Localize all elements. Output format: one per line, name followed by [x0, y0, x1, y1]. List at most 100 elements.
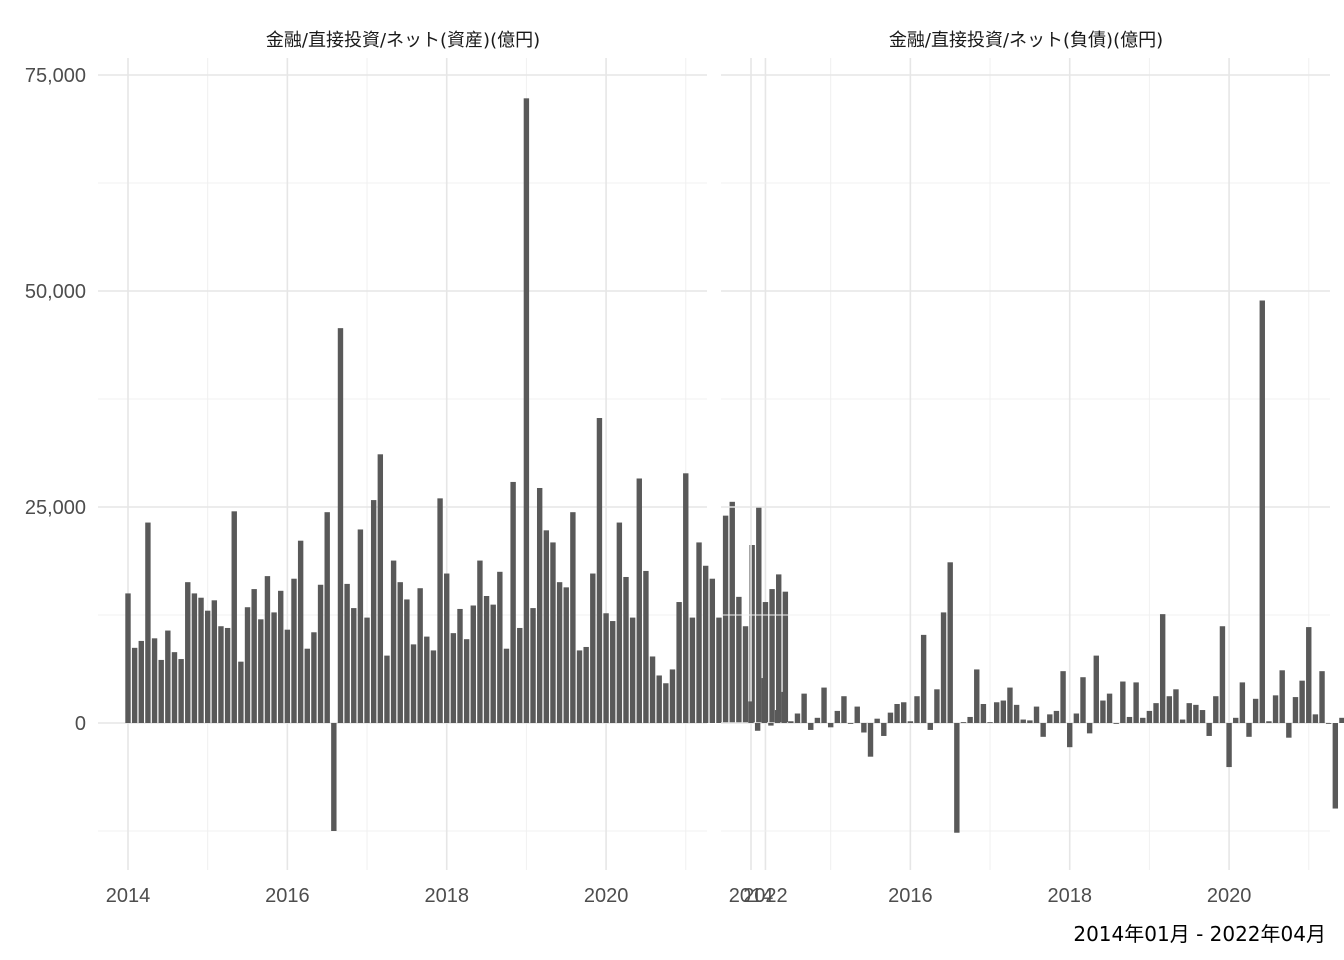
bar — [483, 595, 490, 723]
bar — [1306, 627, 1312, 723]
x-tick-label: 2018 — [1047, 885, 1092, 907]
bar — [808, 723, 814, 730]
bar — [1239, 682, 1246, 723]
bar — [317, 584, 324, 723]
bar — [1093, 655, 1099, 723]
bar — [1219, 626, 1226, 723]
liability-panel: 金融/直接投資/ネット(負債)(億円) 2014 2016 2018 2020 2022 — [721, 30, 1344, 907]
bar — [570, 512, 576, 723]
bar — [748, 701, 754, 723]
bar — [1007, 687, 1013, 723]
bar — [550, 542, 556, 723]
bar — [821, 687, 827, 723]
bar — [470, 605, 476, 723]
bar — [1312, 714, 1319, 723]
bar — [722, 515, 729, 723]
bar — [1000, 700, 1007, 723]
bar — [1173, 689, 1179, 723]
asset-panel: 金融/直接投資/ネット(資産)(億円) 025,00050,00075,000 … — [25, 30, 789, 907]
bar — [410, 644, 417, 723]
bar — [151, 638, 158, 723]
bar — [947, 562, 953, 723]
bar — [1073, 713, 1080, 723]
bar — [1272, 695, 1279, 723]
bar — [178, 659, 184, 723]
bar — [867, 723, 874, 757]
bar — [1325, 723, 1332, 724]
bar — [974, 669, 980, 723]
bar — [1266, 721, 1272, 723]
bar — [457, 608, 463, 723]
bar — [510, 481, 516, 723]
bar — [742, 626, 749, 723]
bar — [616, 522, 623, 723]
bar — [271, 612, 277, 723]
bar — [643, 570, 649, 723]
bar — [1047, 714, 1053, 723]
liability-panel-x-tick-labels: 2014 2016 2018 2020 2022 — [729, 885, 1252, 907]
bar — [437, 498, 443, 723]
bar — [224, 627, 231, 723]
bar — [563, 587, 569, 723]
bar — [801, 693, 807, 723]
bar — [1206, 723, 1212, 736]
bar — [887, 712, 894, 723]
y-tick-label: 50,000 — [25, 281, 86, 303]
bar — [185, 582, 191, 723]
bar — [914, 696, 920, 723]
bar — [861, 723, 867, 733]
bar — [794, 713, 801, 723]
asset-panel-x-tick-labels: 2014 2016 2018 2020 2022 — [106, 885, 788, 907]
bar — [1146, 710, 1153, 723]
bar — [1213, 696, 1219, 723]
bar — [954, 723, 960, 833]
bar — [636, 478, 642, 723]
bar — [927, 723, 933, 730]
bar — [1100, 700, 1106, 723]
bar — [397, 582, 403, 723]
bar — [629, 617, 636, 723]
bar — [761, 678, 767, 723]
bar — [304, 648, 310, 723]
bar — [331, 723, 337, 831]
bar — [384, 655, 390, 723]
bar — [1233, 717, 1239, 723]
bar — [364, 617, 370, 723]
bar — [1259, 300, 1265, 723]
bar — [649, 656, 656, 723]
bar — [297, 540, 304, 723]
x-tick-label: 2014 — [729, 885, 774, 907]
bar — [145, 522, 151, 723]
bar — [774, 710, 781, 723]
bar — [291, 578, 297, 723]
bar — [1053, 710, 1060, 723]
bar — [1299, 680, 1305, 723]
bar — [716, 617, 722, 723]
bar — [377, 454, 384, 723]
bar — [1186, 703, 1192, 723]
bar — [934, 689, 940, 723]
bar — [576, 650, 583, 723]
bar — [749, 545, 755, 723]
bar — [610, 621, 616, 723]
bar — [1067, 723, 1073, 748]
bar — [596, 418, 603, 723]
bar — [603, 613, 609, 723]
bar — [477, 560, 483, 723]
bar — [417, 588, 423, 723]
bar — [351, 608, 357, 723]
bar — [1166, 696, 1173, 723]
bar — [894, 703, 900, 723]
bar — [834, 710, 841, 723]
bar — [1027, 720, 1033, 723]
bar — [623, 576, 629, 723]
bar — [1319, 671, 1325, 723]
bar — [683, 473, 689, 723]
bar — [1033, 706, 1040, 723]
bar — [1086, 723, 1093, 734]
y-tick-label: 0 — [75, 713, 86, 735]
bar — [1279, 670, 1285, 723]
bar — [357, 529, 364, 723]
bar — [251, 589, 257, 723]
